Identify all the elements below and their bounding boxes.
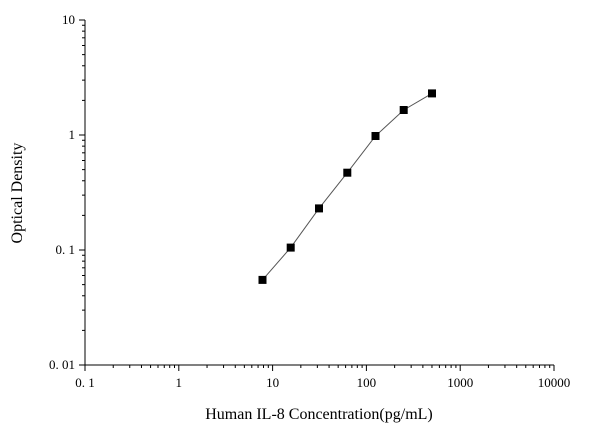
y-tick-label: 0. 1 (56, 242, 76, 257)
x-tick-label: 0. 1 (75, 375, 95, 390)
data-point (371, 132, 380, 140)
data-point (286, 243, 295, 252)
axes (84, 20, 554, 366)
data-point (315, 204, 323, 213)
data-point (399, 106, 408, 114)
x-tick-label: 1 (176, 375, 183, 390)
y-axis-ticks: 0. 01 0. 1 1 10 (49, 12, 85, 372)
x-tick-label: 10 (266, 375, 279, 390)
data-point (343, 168, 352, 177)
series-line (262, 92, 433, 281)
y-axis-title: Optical Density (9, 143, 26, 244)
x-tick-label: 100 (357, 375, 377, 390)
y-tick-label: 10 (62, 12, 75, 27)
y-tick-label: 1 (69, 127, 76, 142)
x-tick-label: 10000 (538, 375, 571, 390)
data-series (258, 89, 436, 284)
x-axis-ticks: 0. 1 1 10 100 1000 10000 (75, 365, 570, 390)
data-point (258, 275, 267, 284)
data-point (428, 89, 436, 98)
y-tick-label: 0. 01 (49, 357, 75, 372)
x-tick-label: 1000 (447, 375, 473, 390)
x-axis-title: Human IL-8 Concentration(pg/mL) (205, 406, 433, 423)
